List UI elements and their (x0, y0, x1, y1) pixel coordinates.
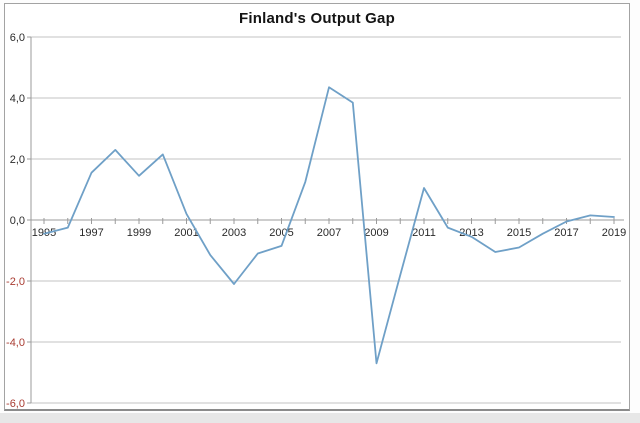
y-tick-label: 6,0 (10, 32, 25, 44)
y-tick-label: 2,0 (10, 154, 25, 166)
x-tick-label: 2013 (459, 227, 483, 239)
y-tick-label: -2,0 (6, 276, 25, 288)
output-gap-line (43, 86, 615, 365)
x-tick-label: 2005 (269, 227, 293, 239)
y-tick-label: -4,0 (6, 337, 25, 349)
chart-frame: Finland's Output Gap 6,0 4,0 2,0 0,0 -2,0 -4,… (4, 3, 630, 411)
chart-title: Finland's Output Gap (239, 10, 395, 27)
y-tick-label: 0,0 (10, 215, 25, 227)
x-tick-label: 2001 (174, 227, 198, 239)
x-tick-label: 2015 (507, 227, 531, 239)
x-tick-label: 2019 (602, 227, 626, 239)
x-tick-label: 1997 (79, 227, 103, 239)
x-tick-label: 2003 (222, 227, 246, 239)
page-bottom-strip (0, 413, 640, 423)
x-tick-label: 2007 (317, 227, 341, 239)
x-tick-label: 2017 (554, 227, 578, 239)
y-tick-label: 4,0 (10, 93, 25, 105)
x-tick-label: 2009 (364, 227, 388, 239)
x-tick-label: 1999 (127, 227, 151, 239)
y-tick-label: -6,0 (6, 398, 25, 410)
x-tick-label: 2011 (412, 227, 436, 239)
